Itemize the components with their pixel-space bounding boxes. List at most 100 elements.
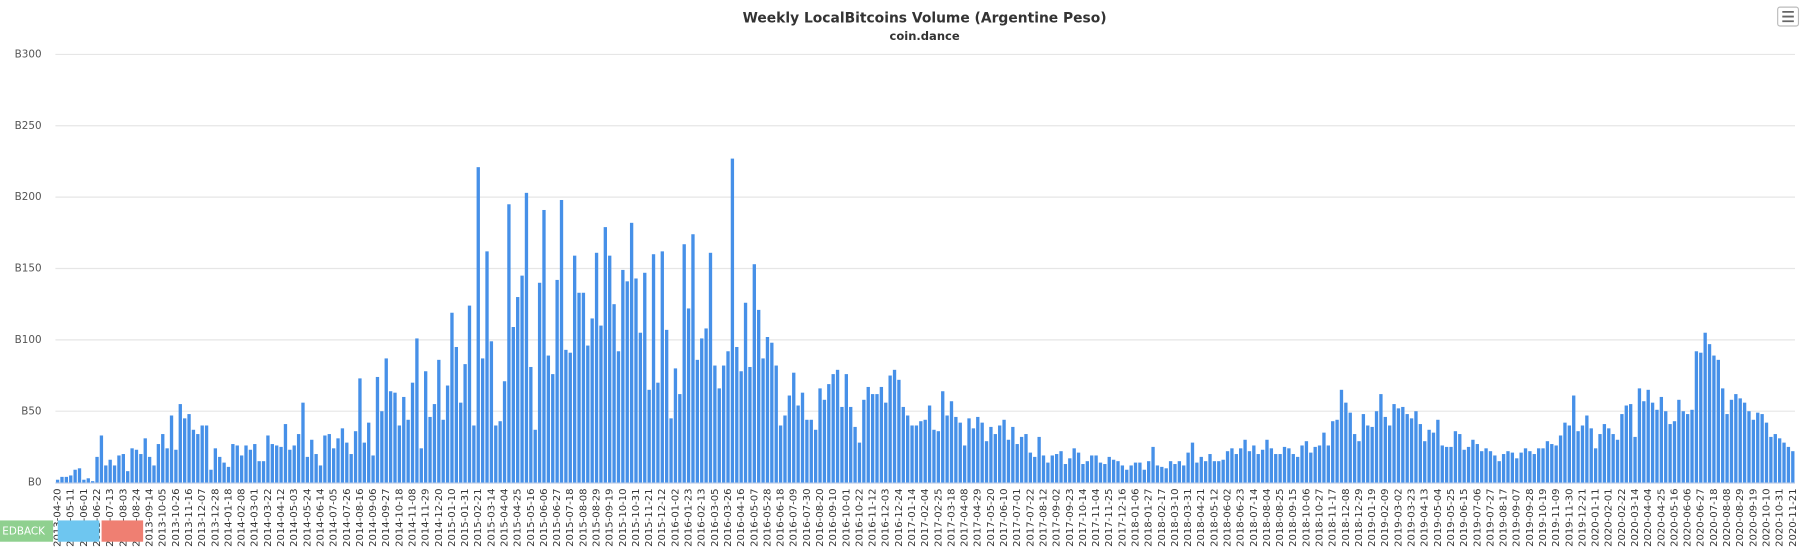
bar bbox=[231, 444, 235, 483]
bar bbox=[388, 391, 393, 483]
x-tick-label: 2014-02-08 bbox=[237, 488, 248, 546]
bar bbox=[1331, 421, 1335, 483]
x-tick-label: 2015-07-18 bbox=[565, 488, 576, 546]
bar bbox=[472, 425, 476, 483]
feedback-button[interactable] bbox=[0, 520, 54, 542]
bar bbox=[1019, 436, 1024, 483]
overlay-tab[interactable] bbox=[101, 520, 144, 542]
bar bbox=[1528, 451, 1532, 483]
x-tick-label: 2020-10-31 bbox=[1775, 488, 1786, 546]
x-tick-label: 2015-04-04 bbox=[500, 488, 511, 546]
x-tick-label: 2016-08-20 bbox=[815, 488, 826, 546]
bar bbox=[1554, 445, 1558, 483]
bar bbox=[1265, 439, 1269, 483]
bar bbox=[424, 371, 428, 483]
x-tick-label: 2014-05-03 bbox=[289, 488, 300, 546]
bar bbox=[454, 346, 459, 483]
bar bbox=[660, 251, 664, 483]
bar bbox=[248, 449, 253, 483]
bar bbox=[156, 444, 161, 483]
bar bbox=[222, 462, 226, 483]
x-tick-label: 2015-06-06 bbox=[539, 488, 550, 546]
overlay-tab[interactable] bbox=[57, 520, 100, 542]
x-tick-label: 2020-11-21 bbox=[1788, 488, 1799, 546]
bar bbox=[612, 304, 616, 483]
bar bbox=[1379, 394, 1383, 483]
x-tick-label: 2014-12-20 bbox=[434, 488, 445, 546]
bar bbox=[800, 392, 805, 483]
bar bbox=[1602, 424, 1607, 483]
bar bbox=[275, 445, 279, 483]
bar bbox=[524, 192, 529, 483]
bar bbox=[1536, 448, 1541, 483]
bar bbox=[682, 244, 686, 483]
bar bbox=[721, 365, 726, 483]
x-tick-label: 2014-10-18 bbox=[394, 488, 405, 546]
bar bbox=[870, 394, 875, 483]
bar bbox=[835, 369, 840, 483]
bar bbox=[480, 358, 485, 483]
bar bbox=[813, 429, 818, 483]
bar bbox=[700, 338, 704, 483]
bar bbox=[1028, 452, 1033, 483]
x-tick-label: 2013-11-16 bbox=[184, 488, 195, 546]
bar bbox=[406, 419, 410, 483]
bar bbox=[77, 468, 82, 483]
x-tick-label: 2016-01-23 bbox=[684, 488, 695, 546]
bar bbox=[1225, 451, 1230, 483]
x-tick-label: 2018-01-27 bbox=[1144, 488, 1155, 546]
bar bbox=[892, 369, 897, 483]
bar bbox=[743, 302, 748, 483]
x-tick-label: 2019-07-27 bbox=[1486, 488, 1497, 546]
feedback-tab[interactable]: EDBACK bbox=[0, 520, 144, 542]
bar bbox=[866, 386, 870, 483]
bar bbox=[822, 399, 827, 483]
bar bbox=[783, 415, 787, 483]
bar bbox=[340, 428, 345, 483]
bar bbox=[1352, 434, 1357, 483]
bar bbox=[1300, 445, 1304, 483]
bar bbox=[564, 349, 568, 483]
x-tick-label: 2019-04-13 bbox=[1420, 488, 1431, 546]
x-tick-label: 2016-11-12 bbox=[868, 488, 879, 546]
bar bbox=[704, 328, 708, 483]
bar bbox=[1664, 411, 1668, 483]
bar bbox=[691, 234, 695, 483]
bar bbox=[976, 416, 980, 483]
bar bbox=[1033, 456, 1037, 483]
x-tick-label: 2013-04-20 bbox=[53, 488, 64, 546]
bar bbox=[1050, 455, 1054, 483]
bar bbox=[818, 388, 822, 483]
bar bbox=[708, 252, 713, 483]
bar bbox=[621, 269, 625, 483]
bar bbox=[1764, 422, 1769, 483]
x-tick-label: 2019-05-25 bbox=[1446, 488, 1457, 546]
bar bbox=[112, 465, 117, 483]
bar bbox=[1278, 454, 1282, 483]
bar bbox=[450, 312, 454, 483]
bar bbox=[253, 444, 257, 483]
bar bbox=[1374, 411, 1379, 483]
bar bbox=[1655, 409, 1659, 483]
bar bbox=[218, 456, 222, 483]
bar bbox=[1734, 394, 1738, 483]
bar bbox=[1685, 414, 1690, 483]
x-tick-label: 2013-07-13 bbox=[105, 488, 116, 546]
bar bbox=[1620, 414, 1624, 483]
bar bbox=[1703, 332, 1707, 483]
x-tick-label: 2017-11-04 bbox=[1091, 488, 1102, 546]
bar bbox=[1392, 404, 1396, 483]
menu-icon[interactable] bbox=[1782, 10, 1794, 23]
bar bbox=[638, 332, 643, 483]
bar bbox=[1388, 425, 1392, 483]
menu-button[interactable] bbox=[1777, 6, 1800, 27]
x-tick-label: 2014-07-26 bbox=[342, 488, 353, 546]
bar bbox=[1409, 418, 1414, 483]
bar bbox=[349, 454, 353, 483]
bar bbox=[152, 465, 156, 483]
feedback-label[interactable]: EDBACK bbox=[2, 526, 46, 538]
bar bbox=[594, 252, 599, 483]
bar bbox=[1576, 431, 1580, 483]
bar bbox=[1436, 419, 1440, 483]
bar bbox=[161, 434, 165, 483]
